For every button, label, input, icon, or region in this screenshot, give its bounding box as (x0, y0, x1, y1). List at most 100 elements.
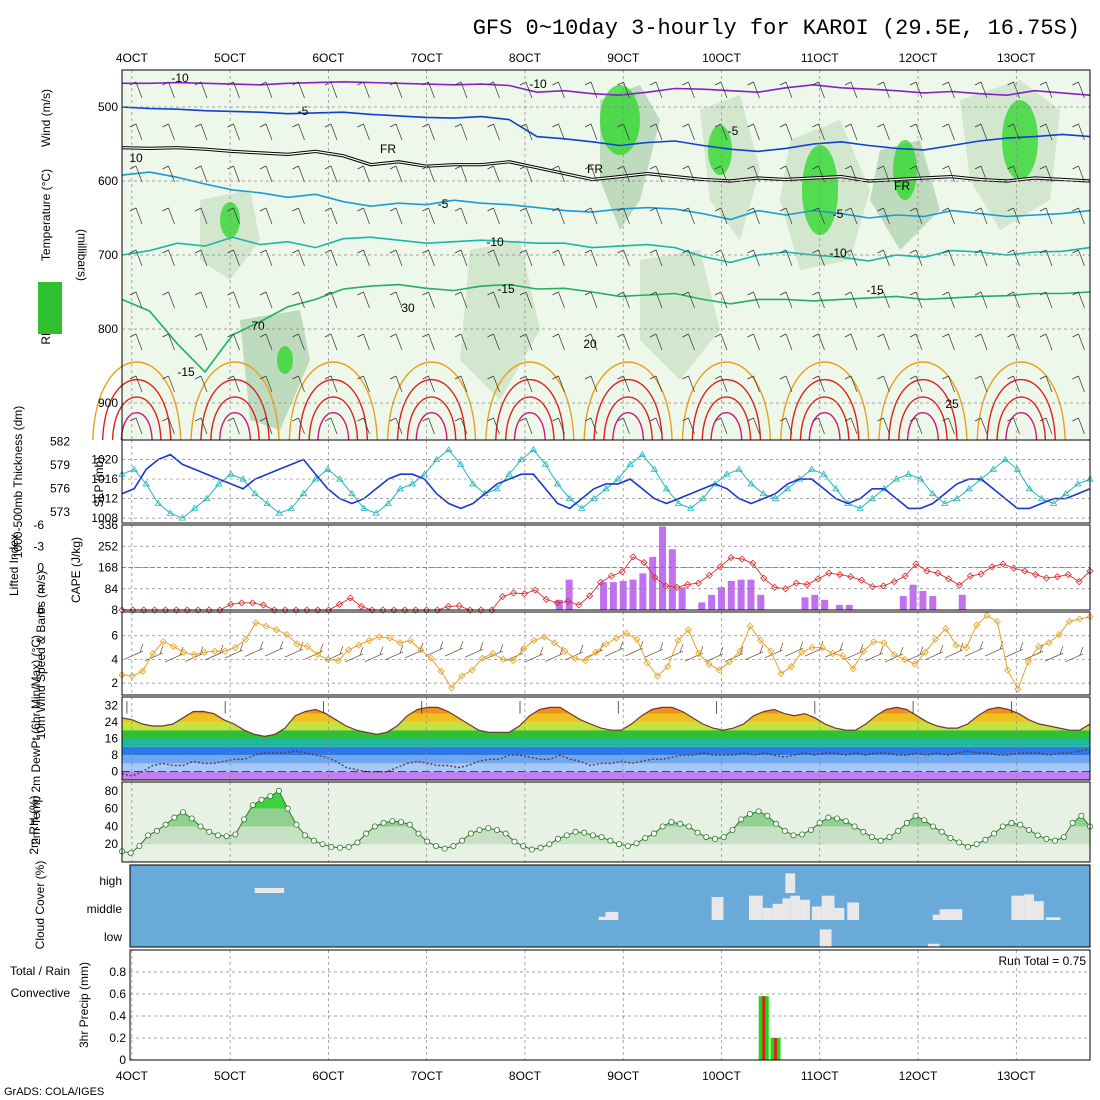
lifted-index-marker (477, 606, 485, 614)
wind-barb (194, 207, 208, 225)
wind-barb (909, 249, 923, 267)
lifted-index-marker (901, 572, 909, 580)
wind-marker (520, 645, 528, 653)
temperature-arc (485, 361, 575, 441)
wind-marker (787, 662, 795, 671)
contour-label: FR (587, 162, 603, 176)
wind-barb (389, 291, 403, 309)
rh-marker (825, 814, 832, 821)
wind-marker (293, 640, 301, 648)
wind-marker (756, 636, 765, 645)
contour-label: 30 (401, 301, 415, 315)
wind-barb (649, 249, 663, 267)
temp-line (121, 706, 1091, 738)
wind-barb (194, 81, 208, 99)
slp-marker (1062, 489, 1070, 497)
wind-marker (159, 638, 167, 646)
rh-marker (572, 828, 579, 835)
wind-barb (292, 291, 305, 309)
rh-marker (380, 819, 387, 826)
lifted-index-marker (988, 563, 996, 571)
rh-marker (206, 828, 213, 835)
wind-barb (422, 291, 435, 309)
precip-tick: 0.6 (109, 987, 126, 1001)
rh-line (121, 790, 1091, 854)
wind-barb (422, 207, 435, 225)
precip-convective-bar (762, 996, 766, 1060)
temperature-contour (121, 236, 1091, 264)
wind-marker (1004, 666, 1012, 674)
wind-marker (921, 648, 929, 656)
pressure-tick: 900 (98, 396, 118, 410)
wind-barb (144, 645, 164, 662)
y-axis-label: CAPE (J/kg) (69, 537, 83, 603)
wind-barb (1072, 207, 1085, 225)
slp-marker (469, 480, 477, 487)
cloud-cell (711, 897, 724, 920)
wind-barb (617, 375, 630, 393)
wind-barb (357, 417, 370, 435)
y-axis-label: 10m Wind Speed & Barbs (m/s) (34, 571, 48, 740)
wind-barb (129, 375, 143, 393)
lifted-index-marker (1032, 571, 1040, 579)
date-label-top: 11OCT (801, 51, 839, 65)
slp-marker (747, 480, 755, 487)
lifted-index-marker (836, 571, 844, 579)
wind-barb (454, 165, 468, 183)
wind-marker (530, 636, 538, 645)
slp-marker (517, 455, 526, 462)
wind-marker (324, 655, 332, 663)
wind-barb (747, 249, 760, 267)
lifted-index-marker (161, 606, 170, 614)
contour-label: 10 (129, 151, 143, 165)
precip-tick: 0.8 (109, 965, 126, 979)
wind-marker (272, 626, 281, 634)
rh-marker (136, 843, 143, 850)
wind-barb (984, 640, 1004, 657)
temp-band (122, 755, 1090, 764)
cloud-cell (834, 907, 845, 920)
rh-marker (694, 829, 701, 836)
cape-bar (659, 526, 667, 610)
wind-barb (227, 207, 240, 225)
date-label-top: 6OCT (312, 51, 345, 65)
rh-marker (685, 823, 692, 830)
y-axis-label: SLP (mb) (92, 457, 106, 507)
rh-marker (947, 835, 954, 842)
cloud-cell (932, 914, 940, 920)
rh-marker (546, 841, 553, 848)
lifted-index-marker (607, 572, 616, 580)
lifted-index-marker (825, 569, 833, 577)
lifted-index-marker (401, 606, 409, 614)
wind-barb (682, 207, 695, 225)
slp-marker (578, 504, 586, 511)
precip-tick: 0.2 (109, 1031, 126, 1045)
wind-barb (422, 417, 435, 435)
cape-bar (747, 579, 755, 610)
temperature-arc (308, 396, 359, 441)
wind-barb (227, 165, 240, 183)
cloud-level-label: low (104, 930, 122, 944)
panels: 4OCT 4OCT 5OCT 5OCT 6OCT 6OCT 7OCT 7OCT 8OCT 8OCT… (7, 51, 1094, 1083)
rh-marker (214, 832, 221, 839)
lifted-index-marker (814, 575, 822, 583)
lifted-index-marker (172, 606, 180, 614)
wind-marker (200, 648, 208, 656)
slp-marker (251, 489, 259, 497)
lifted-index-marker (738, 555, 746, 563)
lifted-index-marker (499, 592, 507, 601)
wind-barb (194, 123, 208, 141)
wind-marker (417, 646, 425, 654)
slp-marker (1037, 494, 1046, 501)
wind-barb (714, 165, 728, 183)
rh-marker (738, 816, 745, 823)
slp-marker (1074, 480, 1082, 487)
contour-label: -5 (438, 197, 449, 211)
lifted-index-marker (760, 574, 768, 582)
rh-marker (581, 829, 588, 836)
wind-barb (1039, 249, 1053, 267)
slp-marker (553, 480, 562, 487)
temperature-arc (210, 396, 260, 441)
wind-marker (890, 651, 898, 659)
rh-marker (406, 821, 413, 828)
